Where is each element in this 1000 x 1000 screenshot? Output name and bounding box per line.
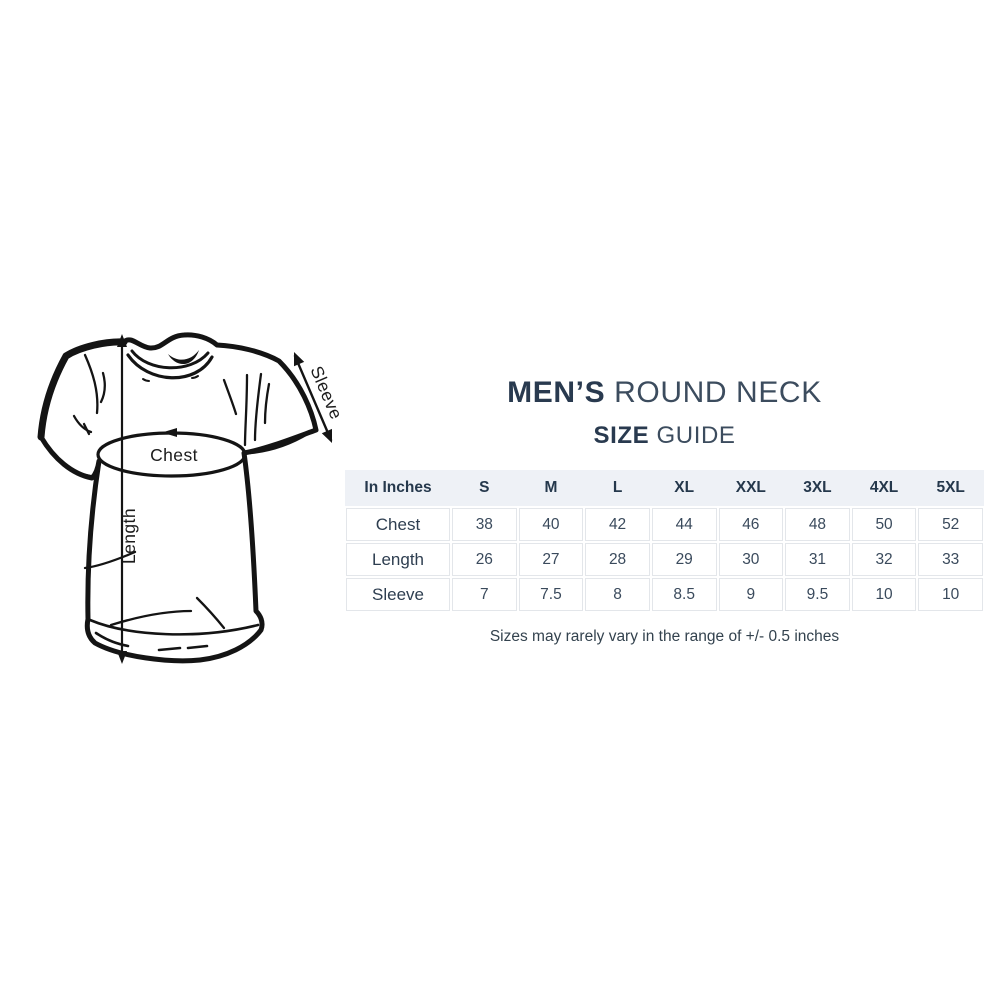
length-value-l: 28 xyxy=(585,543,650,576)
length-arrowhead-bottom xyxy=(117,651,127,664)
sleeve-value-l: 8 xyxy=(585,578,650,611)
sleeve-measure-line xyxy=(293,354,333,442)
length-label: Length xyxy=(119,508,139,564)
chest-value-xxl: 46 xyxy=(718,508,784,541)
page-title: MEN’S ROUND NECK xyxy=(345,378,984,408)
chest-label: Chest xyxy=(150,445,198,465)
size-table-body: Chest 38 40 42 44 46 48 50 52 Length 26 … xyxy=(345,507,984,612)
chest-value-xl: 44 xyxy=(651,508,717,541)
length-value-xxl: 30 xyxy=(718,543,784,576)
sleeve-value-4xl: 10 xyxy=(851,578,917,611)
length-value-m: 27 xyxy=(518,543,584,576)
collar-tick-right xyxy=(191,375,199,379)
size-column-header-3xl: 3XL xyxy=(803,479,832,496)
chest-value-4xl: 50 xyxy=(851,508,917,541)
size-table: In Inches S M L XL XXL 3XL 4XL 5XL Chest… xyxy=(345,470,984,612)
page-title-regular: ROUND NECK xyxy=(614,376,822,409)
chest-value-3xl: 48 xyxy=(785,508,850,541)
cuff-hem-lines xyxy=(46,431,311,652)
length-arrowhead-top xyxy=(117,334,127,347)
row-label-sleeve: Sleeve xyxy=(346,578,450,611)
sleeve-arrowhead-top xyxy=(294,352,305,367)
sleeve-value-s: 7 xyxy=(452,578,517,611)
chest-value-s: 38 xyxy=(452,508,517,541)
sleeve-value-3xl: 9.5 xyxy=(785,578,850,611)
size-guide-panel: MEN’S ROUND NECK SIZE GUIDE In Inches S … xyxy=(345,378,984,646)
sleeve-arrowhead-bottom xyxy=(321,428,332,443)
tshirt-sketch: Chest Length Sleeve xyxy=(37,332,347,664)
tshirt-outline-accent xyxy=(37,338,128,441)
sleeve-value-m: 7.5 xyxy=(518,578,584,611)
row-label-chest: Chest xyxy=(346,508,450,541)
collar-outer-line xyxy=(126,353,214,380)
tshirt-measurement-diagram: Chest Length Sleeve xyxy=(28,328,348,678)
size-column-header-5xl: 5XL xyxy=(936,479,965,496)
size-disclaimer: Sizes may rarely vary in the range of +/… xyxy=(489,628,840,645)
length-value-3xl: 31 xyxy=(785,543,850,576)
size-column-header-m: M xyxy=(544,479,558,496)
size-column-header-l: L xyxy=(612,479,623,496)
chest-value-m: 40 xyxy=(518,508,584,541)
size-column-header-s: S xyxy=(479,479,490,496)
size-column-header-4xl: 4XL xyxy=(869,479,899,496)
chest-value-l: 42 xyxy=(585,508,650,541)
size-column-header-xl: XL xyxy=(674,479,695,496)
length-value-4xl: 32 xyxy=(851,543,917,576)
page-subtitle: SIZE GUIDE xyxy=(345,424,984,448)
page-subtitle-bold: SIZE xyxy=(593,422,650,449)
size-table-header: In Inches S M L XL XXL 3XL 4XL 5XL xyxy=(345,470,984,506)
chest-arrowhead xyxy=(162,428,177,437)
collar-tick-left xyxy=(142,378,150,382)
collar-inner-line xyxy=(130,349,210,370)
sleeve-value-xl: 8.5 xyxy=(651,578,717,611)
unit-header-cell: In Inches xyxy=(364,479,432,496)
row-label-length: Length xyxy=(346,543,450,576)
page-title-bold: MEN’S xyxy=(507,376,606,409)
collar-shadow xyxy=(168,350,199,365)
wrinkle-lines xyxy=(72,353,271,630)
sleeve-value-5xl: 10 xyxy=(918,578,983,611)
size-column-header-xxl: XXL xyxy=(735,479,766,496)
page-subtitle-regular: GUIDE xyxy=(656,422,736,449)
length-value-xl: 29 xyxy=(651,543,717,576)
sleeve-value-xxl: 9 xyxy=(718,578,784,611)
length-value-s: 26 xyxy=(452,543,517,576)
length-value-5xl: 33 xyxy=(918,543,983,576)
chest-value-5xl: 52 xyxy=(918,508,983,541)
